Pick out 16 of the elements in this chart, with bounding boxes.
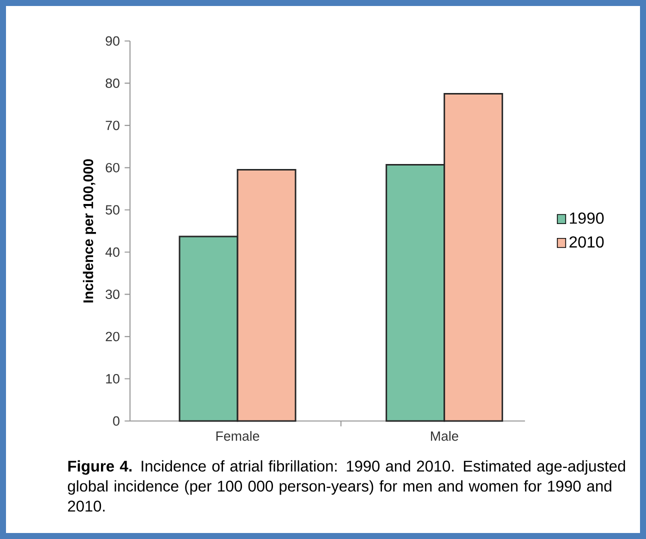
y-tick-label: 20 [106,332,120,342]
x-tick-label: Female [216,431,260,441]
y-tick-label: 50 [106,205,120,215]
y-tick-label: 40 [105,247,120,257]
y-tick-label: 10 [106,374,120,384]
legend-label: 1990 [570,212,604,224]
y-tick-label: 90 [106,36,120,46]
text: Figure 4. Incidence of atrial fibrillation: 1990 and 2010. Estimated age-adjusted global incidence (per 100 000 person-years) for men and women for 1990 and 2010. [68,460,626,512]
y-tick-label: 70 [106,120,120,130]
y-tick-label: 0 [113,416,120,426]
y-tick-label: 30 [106,290,120,300]
y-tick-label: 60 [106,162,120,172]
y-tick-label: 80 [106,78,120,88]
x-tick-label: Male [430,431,458,441]
y-axis-title: Incidence per 100,000 [82,159,96,302]
legend-label: 2010 [570,236,604,248]
